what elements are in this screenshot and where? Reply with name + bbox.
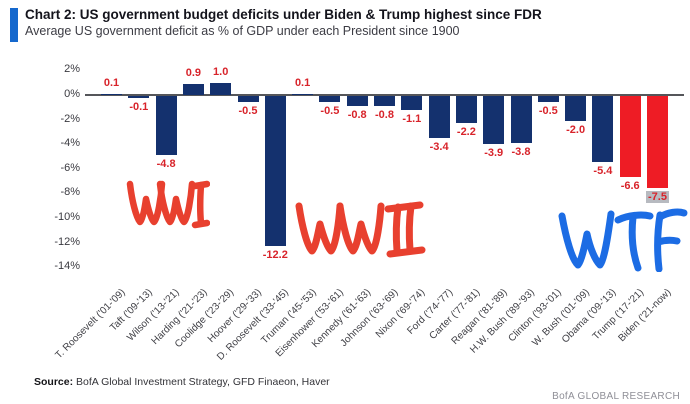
y-axis-tick: -10% (54, 211, 80, 223)
value-label-text: -0.5 (238, 105, 258, 118)
bar (264, 96, 286, 247)
value-label: 0.9 (163, 67, 223, 79)
source-text: BofA Global Investment Strategy, GFD Fin… (73, 376, 330, 388)
value-label: -4.8 (136, 158, 196, 170)
annotation-wwii (295, 201, 426, 258)
value-label-text: -12.2 (262, 249, 288, 262)
title-accent-bar (10, 8, 18, 42)
value-label-text: -0.5 (320, 105, 340, 118)
value-label: -6.6 (600, 180, 660, 192)
value-label-text: -1.1 (402, 112, 422, 125)
value-label-text: -0.1 (129, 100, 149, 113)
bar (346, 96, 368, 106)
x-axis-line (85, 94, 684, 96)
value-label-text: -0.5 (538, 105, 558, 118)
bar (401, 96, 423, 110)
value-label: -12.2 (245, 249, 305, 261)
value-label-text: -0.8 (347, 108, 367, 121)
value-label-text: 0.9 (185, 66, 202, 79)
value-label-text: -4.8 (156, 158, 176, 171)
bar (647, 96, 668, 189)
value-label: -0.5 (518, 105, 578, 117)
value-label-text: -2.0 (566, 123, 586, 136)
bar (292, 93, 314, 95)
value-label: -2.2 (436, 126, 496, 138)
bar (592, 96, 614, 163)
value-label: -0.5 (300, 105, 360, 117)
annotation-wtf (558, 208, 688, 272)
bar (374, 96, 395, 106)
bar (182, 83, 204, 95)
y-axis-tick: -4% (60, 137, 80, 150)
bar (455, 96, 477, 124)
value-label: -0.8 (355, 109, 415, 121)
bar (101, 93, 122, 95)
bar (565, 96, 587, 121)
value-label: -3.4 (409, 141, 469, 153)
y-axis-tick: 0% (64, 88, 80, 100)
value-label: -5.4 (573, 165, 633, 177)
value-label-text: -5.4 (593, 165, 613, 178)
value-label: -3.8 (491, 146, 551, 158)
bar (428, 96, 450, 138)
y-axis-tick: -14% (54, 260, 80, 273)
y-axis-tick: -12% (54, 235, 80, 248)
value-label-text: -3.4 (429, 140, 449, 153)
bar (319, 96, 341, 103)
value-label-text: -3.9 (484, 146, 504, 159)
value-label-text: 0.1 (103, 76, 120, 89)
value-label-text: -6.6 (620, 180, 640, 193)
chart-title: Chart 2: US government budget deficits u… (25, 7, 542, 22)
value-label-text: -7.5 (646, 191, 669, 204)
value-label-text: 1.0 (213, 65, 229, 78)
value-label: -2.0 (546, 124, 606, 136)
source-line: Source: BofA Global Investment Strategy,… (34, 376, 330, 388)
annotation-wwi (126, 180, 210, 229)
value-label: 1.0 (191, 66, 251, 78)
y-axis-tick: -2% (60, 112, 80, 125)
bar (210, 82, 232, 95)
chart-subtitle: Average US government deficit as % of GD… (25, 24, 460, 38)
value-label-text: -0.8 (375, 108, 394, 121)
y-axis-tick: -6% (60, 161, 80, 174)
brand-mark: BofA GLOBAL RESEARCH (552, 391, 680, 402)
bar (537, 96, 559, 103)
value-label: -0.5 (218, 105, 278, 117)
source-label: Source: (34, 376, 74, 388)
y-axis-tick: 2% (64, 63, 80, 76)
value-label: -3.9 (464, 147, 524, 159)
value-label: -0.8 (327, 109, 387, 121)
value-label: 0.1 (273, 77, 333, 89)
bar (483, 96, 505, 144)
value-label: -7.5 (628, 191, 688, 204)
y-axis-tick: -8% (60, 186, 80, 199)
value-label: 0.1 (82, 77, 142, 89)
value-label-text: 0.1 (294, 76, 311, 89)
bar (237, 96, 259, 103)
value-label-text: -3.8 (511, 145, 531, 158)
bar (155, 96, 177, 156)
value-label-text: -2.2 (456, 126, 476, 139)
value-label: -0.1 (109, 101, 169, 113)
bar (619, 96, 641, 178)
value-label: -1.1 (382, 113, 442, 125)
bar (510, 96, 532, 143)
bar (128, 96, 150, 98)
